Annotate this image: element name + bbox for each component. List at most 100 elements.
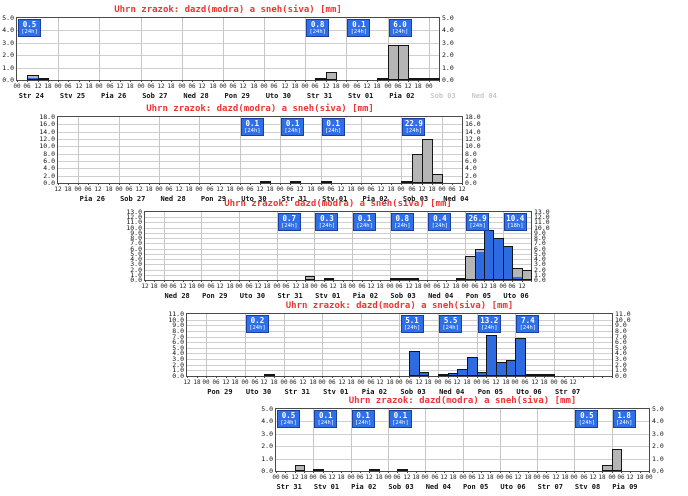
hour-tick-label: 00 [473, 379, 481, 386]
precip-bar-snow [326, 72, 337, 80]
snow-segment [433, 175, 442, 182]
y-axis-label: 1.0 [172, 366, 184, 375]
hour-tick [38, 80, 39, 82]
hour-tick-label: 12 [338, 379, 346, 386]
hour-tick [17, 80, 18, 82]
hour-tick [573, 376, 574, 378]
hour-tick [264, 80, 265, 82]
hour-tick-label: 12 [222, 379, 230, 386]
daily-total-period: [24h] [284, 128, 301, 134]
day-label: Pia 02 [352, 292, 379, 300]
hour-tick [351, 471, 352, 473]
daily-total-badge: 0.3 [24h] [315, 213, 339, 231]
y-axis-label: 4.0 [442, 26, 454, 35]
y-axis-label: 11.0 [126, 218, 142, 227]
hour-tick [439, 80, 440, 82]
daily-total-period: [24h] [615, 420, 633, 426]
y-axis-label: 0.0 [43, 179, 55, 187]
hour-tick-label: 12 [418, 186, 426, 193]
day-label: Str 31 [306, 92, 333, 100]
hour-tick [322, 376, 323, 378]
hour-tick [109, 183, 110, 185]
hour-tick [341, 183, 342, 185]
day-label: Stv 01 [348, 92, 374, 100]
hour-tick [305, 280, 306, 282]
gridline-day-boundary [58, 18, 59, 80]
hour-tick [465, 280, 466, 282]
daily-total-value: 0.1 [357, 214, 372, 223]
hour-tick-label: 18 [185, 186, 193, 193]
y-axis-label: 5.0 [534, 249, 546, 258]
hour-tick-label: 12 [198, 83, 206, 90]
day-label: Pia 02 [389, 92, 415, 100]
day-label: Str 07 [554, 388, 581, 396]
hour-tick-label: 06 [580, 474, 588, 481]
hour-tick [260, 183, 261, 185]
precip-bar-snow [612, 449, 622, 471]
y-axis-label: 0.0 [615, 372, 627, 380]
y-axis-label: 0.0 [261, 467, 273, 475]
day-label: Stv 01 [322, 195, 348, 203]
gridline-day-boundary [206, 314, 207, 376]
hour-tick-label: 06 [319, 474, 327, 481]
hour-tick [202, 80, 203, 82]
y-axis-label: 7.0 [534, 239, 546, 248]
hour-tick [496, 376, 497, 378]
daily-total-period: [24h] [318, 223, 336, 229]
y-axis-label: 4.0 [652, 417, 664, 426]
hour-tick-label: 00 [309, 474, 317, 481]
hour-tick [161, 80, 162, 82]
gridline-day-boundary [141, 18, 142, 80]
precip-bar-snow [429, 78, 440, 80]
hour-tick [419, 376, 420, 378]
hour-tick-label: 18 [167, 83, 175, 90]
hour-tick [640, 471, 641, 473]
y-axis-label: 11.0 [534, 218, 550, 227]
hour-tick [475, 280, 476, 282]
y-axis-label: 3.0 [534, 260, 546, 269]
y-axis-label: 9.0 [615, 321, 627, 330]
y-axis-label: 6.0 [534, 244, 546, 253]
hour-tick-label: 12 [291, 474, 299, 481]
hour-tick-label: 18 [540, 379, 548, 386]
gridline-day-boundary [164, 212, 165, 280]
hour-tick [98, 183, 99, 185]
hour-tick [342, 376, 343, 378]
hour-tick [110, 80, 111, 82]
gridline-day-boundary [314, 212, 315, 280]
daily-total-period: [24h] [317, 420, 335, 426]
hour-tick [649, 471, 650, 473]
daily-total-badge: 0.5 [24h] [575, 410, 599, 428]
hour-tick-label: 12 [183, 379, 191, 386]
hour-tick [129, 183, 130, 185]
hour-tick-label: 06 [393, 474, 401, 481]
hour-tick [220, 280, 221, 282]
hour-tick-label: 00 [74, 186, 82, 193]
y-axis-label: 2.0 [130, 265, 142, 274]
gridline-day-boundary [352, 212, 353, 280]
precip-chart-1: Uhrn zrazok: dazd(modra) a sneh(siva) [m… [2, 5, 497, 100]
hour-tick [457, 376, 458, 378]
y-axis-label: 8.0 [465, 149, 477, 158]
hour-tick [192, 80, 193, 82]
hour-tick [336, 80, 337, 82]
y-axis-label: 9.0 [534, 228, 546, 237]
hour-tick [472, 471, 473, 473]
day-label: Str 24 [18, 92, 44, 100]
hour-tick [233, 80, 234, 82]
snow-segment [296, 466, 304, 470]
day-label: Ned 04 [425, 483, 452, 491]
hour-tick-label: 18 [44, 83, 52, 90]
gridline-day-boundary [477, 314, 478, 376]
gridline-horizontal [17, 67, 439, 69]
hour-tick [546, 471, 547, 473]
snow-segment [413, 155, 422, 182]
hour-tick [565, 471, 566, 473]
gridline-day-boundary [284, 314, 285, 376]
precip-bar-snow [398, 45, 409, 80]
y-axis-label: 0.0 [465, 179, 477, 187]
hour-tick [584, 471, 585, 473]
hour-tick [525, 376, 526, 378]
hour-tick-label: 18 [270, 379, 278, 386]
hour-tick-label: 12 [405, 283, 413, 290]
